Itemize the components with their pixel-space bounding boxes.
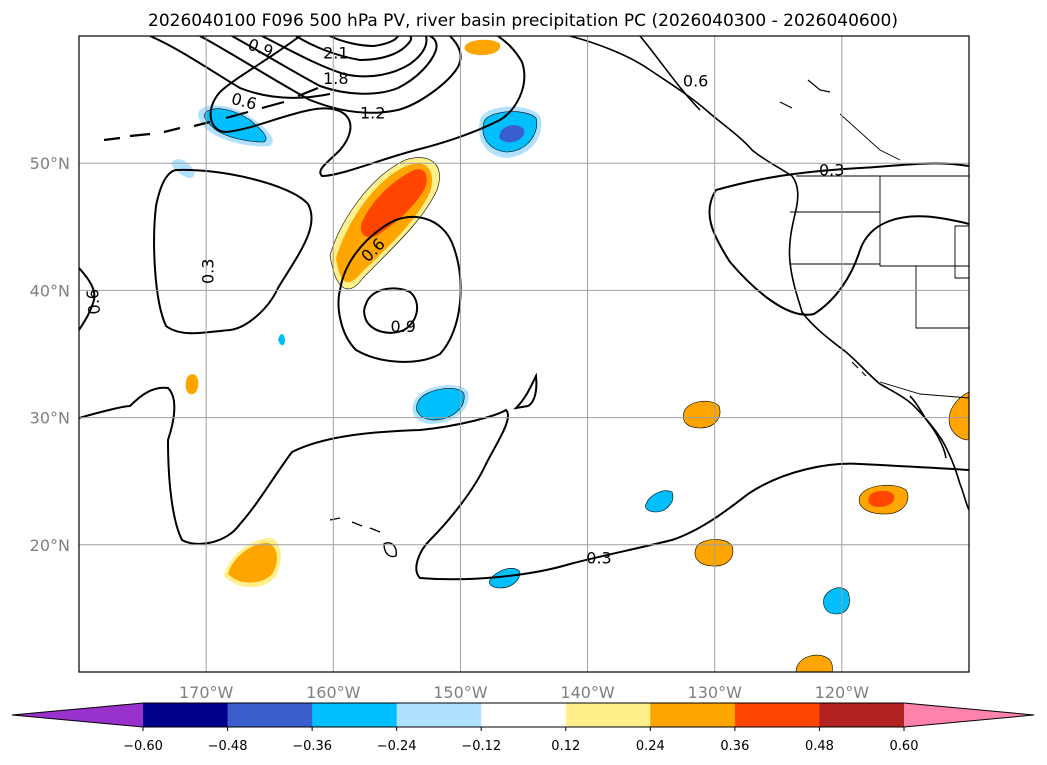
pv-contour-line — [513, 372, 538, 410]
precip-negative-area — [645, 490, 674, 513]
pv-contour-line — [295, 36, 413, 62]
contour-label: 0.9 — [390, 317, 415, 336]
precip-negative-area — [278, 334, 285, 346]
precip-negative-area — [416, 388, 465, 421]
x-tick-label: 120°W — [815, 683, 870, 702]
contour-label: 0.3 — [819, 161, 844, 180]
contour-label: 0.3 — [198, 259, 217, 284]
contour-label: 1.2 — [360, 103, 385, 122]
colorbar-segment — [227, 703, 313, 727]
colorbar-tick-label: 0.36 — [720, 739, 749, 754]
colorbar-tick-label: −0.48 — [208, 739, 248, 754]
colorbar-tick-label: 0.24 — [636, 739, 665, 754]
colorbar-segment — [650, 703, 736, 727]
precip-positive-area — [464, 39, 501, 56]
precip-positive-area — [228, 542, 277, 583]
north-america-coastline — [569, 36, 969, 511]
precip-strong-negative-area — [499, 125, 525, 143]
pv-contour-line — [639, 36, 701, 111]
precip-positive-area — [185, 374, 199, 395]
pv-contour-line — [363, 287, 419, 334]
precip-negative-area — [171, 159, 195, 178]
chart-title: 2026040100 F096 500 hPa PV, river basin … — [148, 11, 898, 31]
pv-contour-line — [199, 36, 462, 114]
colorbar-segment — [312, 703, 398, 727]
x-tick-label: 130°W — [688, 683, 743, 702]
map-area: 2.11.81.20.90.60.60.30.60.90.30.30.6 — [79, 36, 969, 672]
x-tick-label: 160°W — [306, 683, 361, 702]
precip-negative-area — [204, 108, 267, 143]
pv-contour-line — [261, 36, 428, 78]
x-tick-label: 140°W — [560, 683, 615, 702]
pv-contour-line — [329, 36, 399, 48]
y-tick-label: 40°N — [30, 281, 70, 300]
y-tick-label: 50°N — [30, 154, 70, 173]
colorbar: −0.60 −0.48 −0.36 −0.24 −0.12 0.12 0.24 0.36 0.4… — [11, 702, 1035, 754]
x-tick-label: 170°W — [179, 683, 234, 702]
colorbar-segment — [734, 703, 820, 727]
pv-contour-line — [209, 36, 526, 178]
precip-positive-area — [694, 539, 734, 567]
pv-contour-line — [149, 36, 331, 99]
gridlines — [79, 36, 969, 672]
contour-label: 0.6 — [83, 288, 104, 315]
pv-contour-line — [153, 168, 313, 335]
aleutian-islands — [103, 86, 319, 142]
colorbar-segment — [481, 703, 567, 727]
map-frame — [78, 35, 970, 673]
colorbar-tick-label: 0.12 — [551, 739, 580, 754]
colorbar-tick-label: 0.60 — [890, 739, 919, 754]
precip-positive-area — [948, 391, 969, 441]
precip-positive-area — [683, 400, 721, 429]
contour-label: 2.1 — [323, 44, 348, 63]
contour-label: 0.3 — [586, 549, 611, 568]
y-tick-label: 30°N — [30, 409, 70, 428]
x-tick-label: 150°W — [433, 683, 488, 702]
colorbar-segment — [565, 703, 651, 727]
precip-positive-area — [795, 654, 833, 672]
precip-shading — [171, 39, 969, 672]
island-marks — [779, 79, 867, 377]
colorbar-segment — [396, 703, 482, 727]
colorbar-segment — [143, 703, 229, 727]
pv-contour-line — [708, 162, 969, 316]
precip-negative-area — [823, 587, 850, 615]
colorbar-segment — [819, 703, 905, 727]
pv-contour-line — [79, 386, 969, 581]
baja-coastline — [909, 395, 947, 459]
y-axis-ticks: 50°N 40°N 30°N 20°N — [30, 154, 70, 555]
colorbar-tick-label: −0.24 — [377, 739, 417, 754]
coastlines — [103, 36, 969, 558]
x-axis-ticks: 170°W 160°W 150°W 140°W 130°W 120°W — [179, 683, 869, 702]
borders — [790, 113, 969, 399]
precip-strong-positive-area — [868, 490, 895, 507]
colorbar-extend-high — [904, 703, 1034, 727]
colorbar-tick-label: −0.36 — [292, 739, 332, 754]
precip-negative-area — [489, 568, 521, 589]
mexico-border — [879, 381, 969, 399]
hawaiian-islands — [329, 517, 398, 558]
pv-contour-line — [231, 36, 438, 95]
colorbar-extend-low — [12, 703, 143, 727]
colorbar-tick-label: −0.60 — [123, 739, 163, 754]
state-borders — [790, 113, 969, 329]
contour-label: 1.8 — [323, 69, 348, 88]
contour-label: 0.6 — [683, 72, 708, 91]
pv-contour-line — [79, 267, 96, 331]
precip-strong-positive-area — [360, 169, 427, 238]
colorbar-tick-label: 0.48 — [805, 739, 834, 754]
colorbar-tick-label: −0.12 — [461, 739, 501, 754]
y-tick-label: 20°N — [30, 536, 70, 555]
